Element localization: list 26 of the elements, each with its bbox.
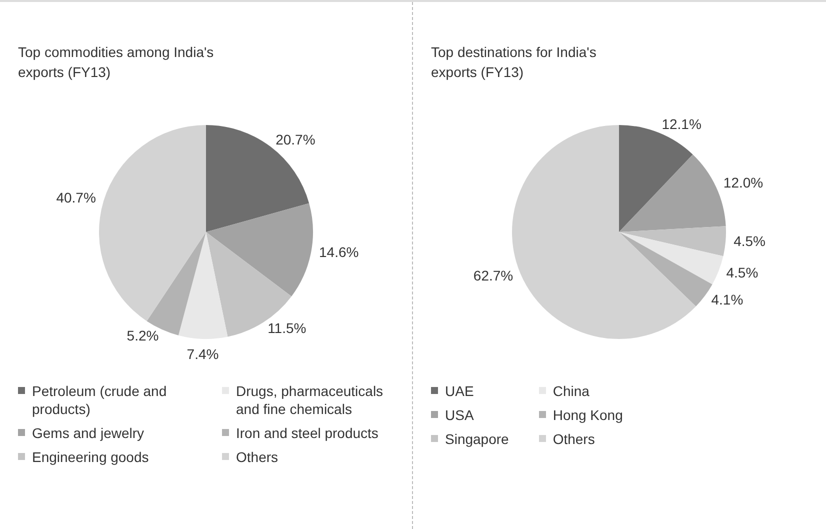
data-label: 40.7% [56,190,96,206]
data-label: 5.2% [126,328,159,344]
legend-label: Hong Kong [552,406,623,424]
data-label: 7.4% [186,346,219,362]
legend-label: USA [445,406,474,424]
legend-label: Drugs, pharmaceuticals and fine chemicals [236,382,384,418]
legend-label: Singapore [445,430,509,448]
data-label: 11.5% [268,320,306,336]
data-label: 14.6% [319,244,359,260]
chart-title: Top destinations for India's exports (FY13) [431,43,598,82]
legend-label: Engineering goods [32,448,149,466]
data-label: 62.7% [473,268,514,284]
data-label: 4.1% [711,292,744,308]
data-label: 4.5% [734,232,766,249]
legend-label: Others [552,430,595,448]
legend-label: Others [236,448,278,466]
data-label: 4.5% [726,264,758,280]
data-label: 12.1% [662,116,702,132]
data-label: 12.0% [723,174,764,191]
legend-label: China [552,382,590,400]
legend-label: Petroleum (crude and products) [32,382,168,418]
legend-label: Iron and steel products [236,424,378,442]
legend-label: Gems and jewelry [32,424,144,442]
data-label: 20.7% [276,131,316,148]
legend-label: UAE [445,382,474,400]
chart-title: Top commodities among India's exports (FY13) [18,43,215,82]
